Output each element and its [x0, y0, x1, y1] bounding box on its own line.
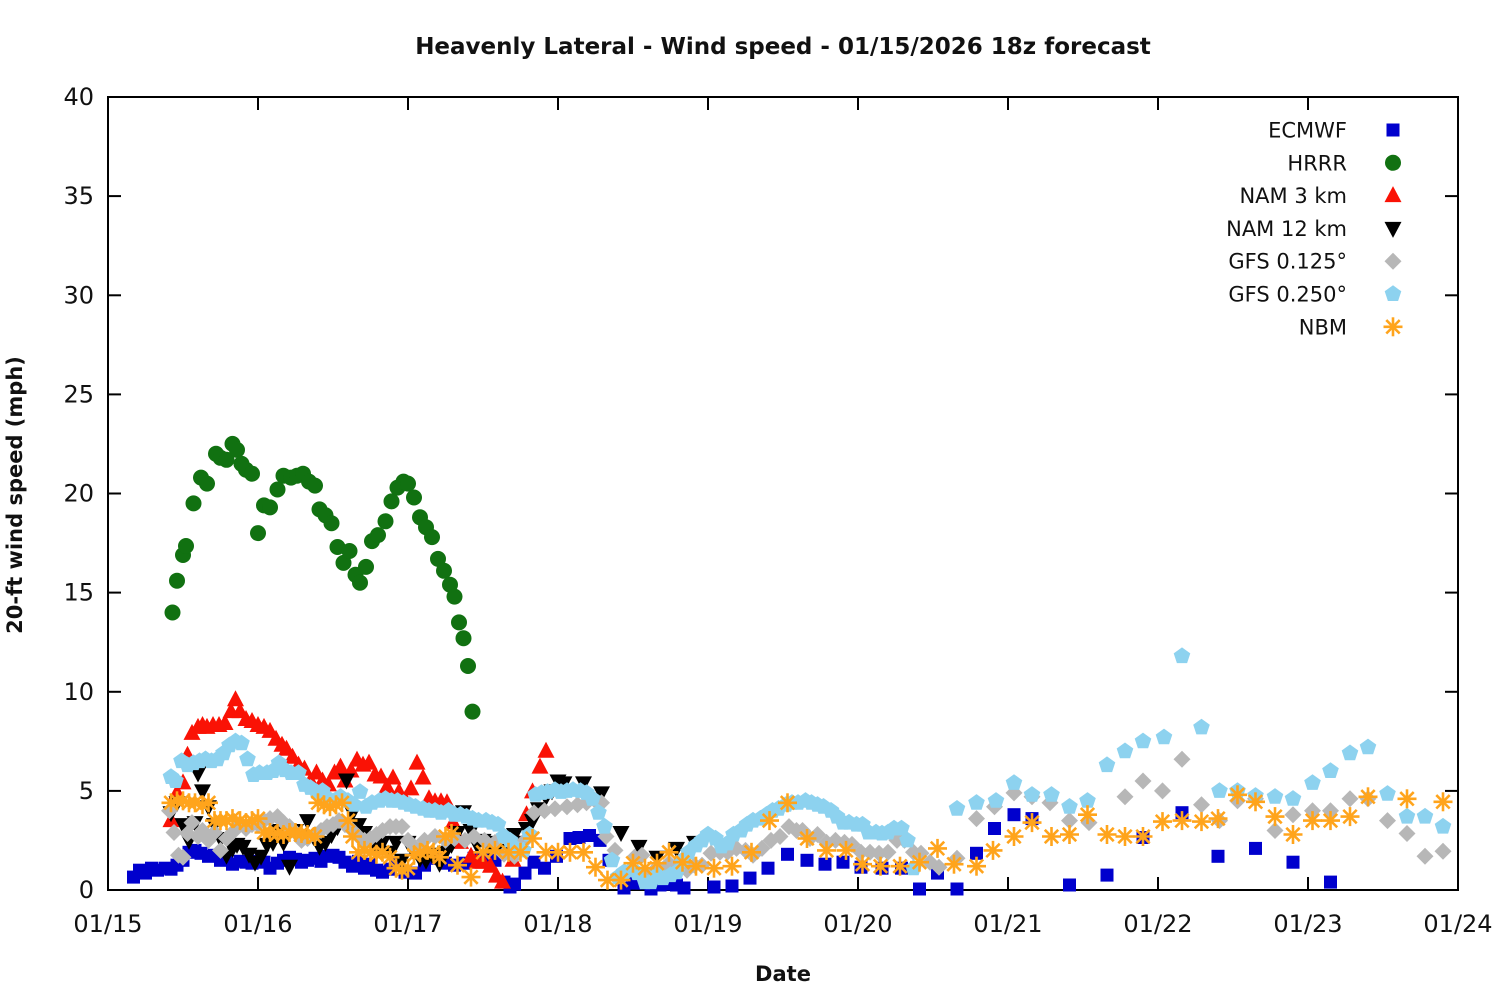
legend-label-gfs-0-125: GFS 0.125°	[1228, 250, 1347, 274]
legend-entry-nam-3-km: NAM 3 km	[1239, 184, 1402, 208]
x-axis-label: Date	[755, 962, 811, 986]
y-tick-label: 15	[63, 579, 94, 607]
y-axis-label: 20-ft wind speed (mph)	[3, 356, 27, 634]
y-tick-label: 30	[63, 281, 94, 309]
legend-label-nam-12-km: NAM 12 km	[1226, 217, 1347, 241]
y-tick-labels: 0 5 10 15 20 25 30 35 40	[63, 83, 94, 904]
x-tick-label: 01/24	[1423, 910, 1492, 938]
legend: ECMWF HRRR NAM 3 km NAM 12 km GFS 0.125° GFS …	[1226, 119, 1403, 339]
legend-entry-gfs-0-125: GFS 0.125°	[1228, 250, 1402, 274]
x-tick-label: 01/23	[1273, 910, 1342, 938]
series-gfs-0-250	[162, 647, 1452, 890]
y-tick-label: 35	[63, 182, 94, 210]
legend-entry-nbm: NBM	[1299, 315, 1403, 339]
y-tick-label: 10	[63, 678, 94, 706]
y-tick-label: 0	[79, 876, 94, 904]
x-tick-label: 01/21	[973, 910, 1042, 938]
x-tick-label: 01/20	[823, 910, 892, 938]
axis-ticks	[108, 97, 1458, 890]
x-tick-labels: 01/15 01/16 01/17 01/18 01/19 01/20 01/21 01/22…	[73, 910, 1492, 938]
chart-title: Heavenly Lateral - Wind speed - 01/15/20…	[415, 34, 1151, 60]
y-tick-label: 25	[63, 380, 94, 408]
legend-entry-gfs-0-250: GFS 0.250°	[1228, 283, 1402, 307]
x-tick-label: 01/17	[373, 910, 442, 938]
legend-label-gfs-0-250: GFS 0.250°	[1228, 283, 1347, 307]
legend-entry-ecmwf: ECMWF	[1268, 119, 1400, 143]
series-nbm	[161, 785, 1453, 890]
x-tick-label: 01/22	[1123, 910, 1192, 938]
x-tick-label: 01/19	[673, 910, 742, 938]
series-hrrr	[164, 435, 481, 720]
legend-entry-hrrr: HRRR	[1287, 151, 1401, 175]
legend-label-nbm: NBM	[1299, 315, 1347, 339]
x-tick-label: 01/18	[523, 910, 592, 938]
legend-entry-nam-12-km: NAM 12 km	[1226, 217, 1402, 241]
y-tick-label: 5	[79, 777, 94, 805]
y-tick-label: 40	[63, 83, 94, 111]
legend-label-ecmwf: ECMWF	[1268, 119, 1347, 143]
x-tick-label: 01/15	[73, 910, 142, 938]
legend-label-nam-3-km: NAM 3 km	[1239, 184, 1347, 208]
legend-label-hrrr: HRRR	[1287, 151, 1347, 175]
y-tick-label: 20	[63, 480, 94, 508]
x-tick-label: 01/16	[223, 910, 292, 938]
